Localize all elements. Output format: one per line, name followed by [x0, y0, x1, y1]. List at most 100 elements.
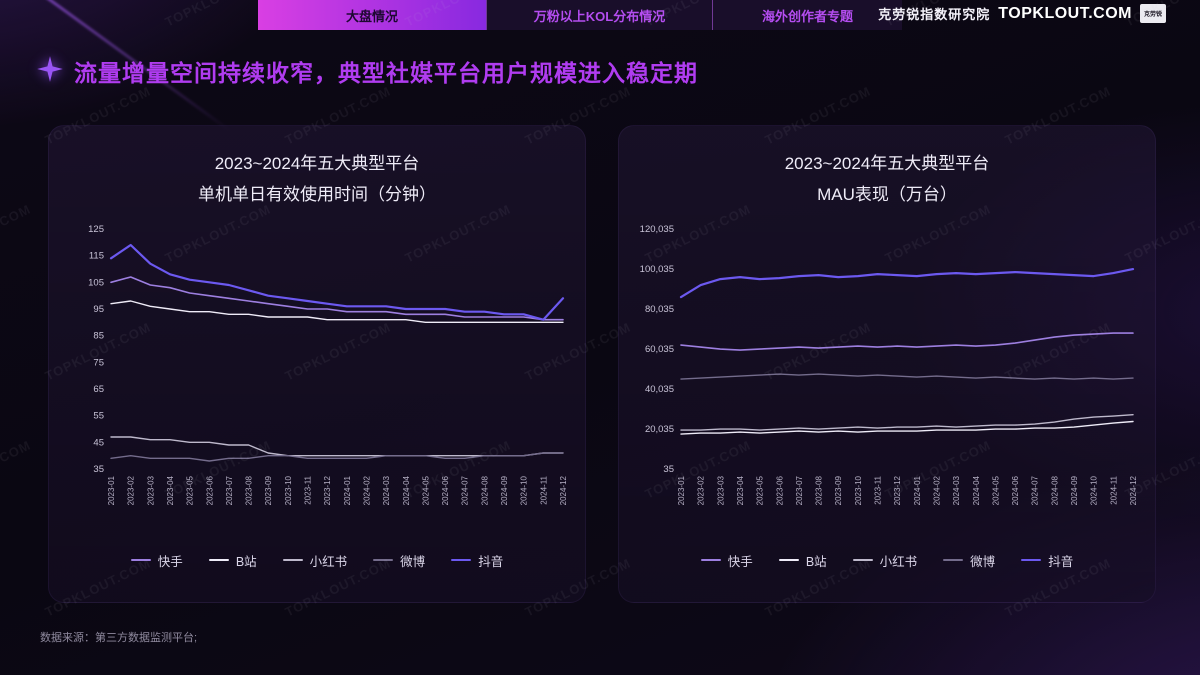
x-axis-tick-label: 2023-12	[893, 475, 902, 505]
x-axis-tick-label: 2024-06	[1011, 475, 1020, 505]
mau-line-chart: 35 20,035 40,035 60,035 80,035 100,035 120,035…	[640, 224, 1138, 505]
legend-item-抖音[interactable]: 抖音	[451, 551, 503, 570]
legend-swatch	[208, 559, 229, 562]
x-axis-tick-label: 2023-01	[677, 475, 686, 505]
chart-legend: 快手 B站 小红书 微博 抖音	[700, 551, 1073, 570]
legend-item-抖音[interactable]: 抖音	[1021, 551, 1073, 570]
x-axis-tick-label: 2023-07	[795, 475, 804, 505]
legend-item-微博[interactable]: 微博	[373, 551, 425, 570]
series-line-微博	[110, 452, 564, 462]
x-axis-tick-label: 2024-10	[1090, 475, 1099, 505]
y-axis-tick-label: 20,035	[645, 424, 674, 435]
legend-item-快手[interactable]: 快手	[700, 551, 753, 570]
x-axis-tick-label: 2023-06	[205, 475, 214, 505]
chart-legend: 快手 B站 小红书 微博 抖音	[130, 551, 503, 570]
legend-swatch	[778, 559, 799, 562]
x-axis-tick-label: 2023-02	[697, 475, 706, 505]
legend-label: 微博	[400, 554, 426, 569]
x-axis-tick-label: 2023-02	[127, 475, 136, 505]
sparkle-icon	[36, 55, 64, 88]
x-axis-tick-label: 2024-07	[1031, 475, 1040, 505]
series-line-抖音	[109, 243, 565, 321]
x-axis-tick-label: 2023-05	[756, 475, 765, 505]
brand-name-en: TOPKLOUT.COM	[998, 4, 1132, 22]
legend-item-B站[interactable]: B站	[778, 551, 827, 570]
tab-overview[interactable]: 大盘情况	[258, 0, 486, 30]
series-line-快手	[680, 332, 1134, 351]
x-axis-tick-label: 2024-12	[1129, 475, 1138, 505]
y-axis-tick-label: 105	[88, 277, 104, 288]
x-axis-tick-label: 2023-07	[225, 475, 234, 505]
legend-item-小红书[interactable]: 小红书	[852, 551, 918, 570]
brand-block: 克劳锐指数研究院 TOPKLOUT.COM 克劳锐	[878, 4, 1166, 23]
y-axis-tick-label: 85	[93, 331, 104, 342]
top-tab-bar: 大盘情况 万粉以上KOL分布情况 海外创作者专题	[258, 0, 902, 30]
y-axis-tick-label: 65	[93, 384, 104, 395]
y-axis-tick-label: 45	[93, 437, 104, 448]
x-axis-tick-label: 2023-04	[736, 475, 745, 505]
watermark-text: TOPKLOUT.COM	[0, 0, 33, 30]
x-axis-tick-label: 2024-01	[913, 475, 922, 505]
x-axis-tick-label: 2024-08	[480, 475, 489, 505]
x-axis-tick-label: 2024-04	[972, 475, 981, 505]
legend-item-快手[interactable]: 快手	[130, 551, 183, 570]
x-axis-tick-label: 2024-11	[1109, 475, 1118, 504]
x-axis-tick-label: 2024-05	[421, 475, 430, 505]
x-axis-tick-label: 2023-10	[284, 475, 293, 505]
legend-label: B站	[805, 554, 827, 569]
series-line-抖音	[679, 267, 1135, 299]
x-axis-tick-label: 2023-10	[854, 475, 863, 505]
page-title: 流量增量空间持续收窄，典型社媒平台用户规模进入稳定期	[74, 60, 698, 86]
legend-label: 抖音	[1048, 554, 1074, 569]
data-source-note: 数据来源：第三方数据监测平台;	[40, 632, 198, 644]
tab-overseas-creators[interactable]: 海外创作者专题	[712, 0, 902, 30]
title-row: 流量增量空间持续收窄，典型社媒平台用户规模进入稳定期	[36, 54, 698, 88]
legend-label: B站	[235, 554, 257, 569]
series-line-微博	[680, 373, 1134, 380]
chart-title-usage-time: 2023~2024年五大典型平台 单机单日有效使用时间（分钟）	[198, 148, 436, 211]
y-axis-tick-label: 35	[663, 464, 674, 475]
x-axis-tick-label: 2024-03	[952, 475, 961, 505]
watermark-text: TOPKLOUT.COM	[163, 0, 274, 30]
x-axis-tick-label: 2023-05	[186, 475, 195, 505]
legend-item-微博[interactable]: 微博	[943, 551, 995, 570]
x-axis-tick-label: 2023-11	[874, 475, 883, 504]
series-line-B站	[110, 300, 564, 323]
charts-row: 2023~2024年五大典型平台 单机单日有效使用时间（分钟） 35 45 55 65…	[48, 125, 1156, 603]
x-axis-tick-label: 2023-03	[146, 475, 155, 505]
chart-card-mau: 2023~2024年五大典型平台 MAU表现（万台） 35 20,035 40,03…	[618, 125, 1156, 603]
legend-item-B站[interactable]: B站	[208, 551, 257, 570]
legend-swatch	[700, 559, 721, 562]
x-axis-tick-label: 2024-09	[500, 475, 509, 505]
y-axis-tick-label: 100,035	[640, 264, 674, 275]
x-axis-tick-label: 2024-06	[441, 475, 450, 505]
x-axis-tick-label: 2023-03	[716, 475, 725, 505]
x-axis-tick-label: 2023-06	[775, 475, 784, 505]
x-axis-tick-label: 2024-07	[461, 475, 470, 505]
y-axis-tick-label: 75	[93, 357, 104, 368]
legend-label: 微博	[970, 554, 996, 569]
x-axis-tick-label: 2024-08	[1050, 475, 1059, 505]
x-axis-tick-label: 2023-08	[815, 475, 824, 505]
chart-title-line2: MAU表现（万台）	[817, 185, 957, 205]
y-axis-tick-label: 60,035	[645, 344, 674, 355]
tab-kol-distribution[interactable]: 万粉以上KOL分布情况	[486, 0, 712, 30]
legend-label: 快手	[157, 554, 183, 569]
usage-time-line-chart: 35 45 55 65 75 85 95 105 115 125 2023-01 2023-02 202…	[88, 224, 568, 505]
x-axis-tick-label: 2023-11	[304, 475, 313, 504]
y-axis-tick-label: 35	[93, 464, 104, 475]
y-axis-tick-label: 95	[93, 304, 104, 315]
legend-label: 小红书	[879, 554, 918, 569]
legend-item-小红书[interactable]: 小红书	[282, 551, 347, 570]
legend-swatch	[282, 559, 303, 562]
series-line-小红书	[110, 436, 564, 457]
x-axis-tick-label: 2024-02	[932, 475, 941, 505]
series-line-快手	[110, 276, 564, 321]
legend-label: 快手	[727, 554, 753, 569]
chart-title-mau: 2023~2024年五大典型平台 MAU表现（万台）	[785, 148, 990, 211]
y-axis-tick-label: 125	[88, 224, 104, 235]
x-axis-tick-label: 2024-10	[520, 475, 529, 505]
y-axis-tick-label: 55	[93, 411, 104, 422]
legend-swatch	[373, 559, 394, 562]
y-axis-tick-label: 80,035	[645, 304, 674, 315]
